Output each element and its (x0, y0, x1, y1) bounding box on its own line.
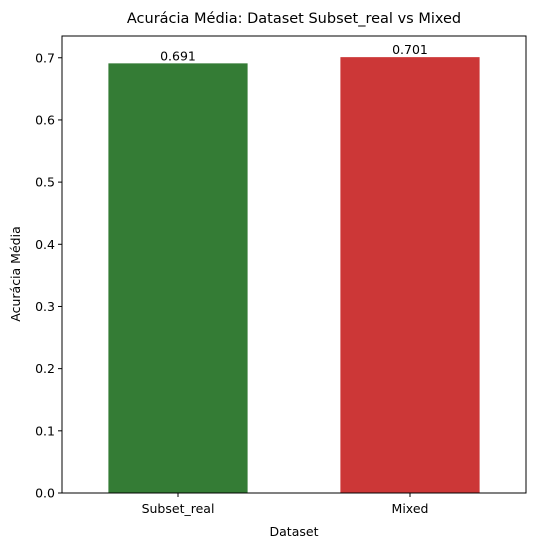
y-tick-label: 0.4 (35, 237, 55, 252)
y-axis-ticks: 0.0 0.1 0.2 0.3 0.4 0.5 0.6 0.7 (35, 50, 62, 501)
chart-title: Acurácia Média: Dataset Subset_real vs M… (127, 11, 461, 27)
y-tick-label: 0.5 (35, 175, 55, 190)
y-axis-label: Acurácia Média (8, 226, 23, 321)
bars-layer (108, 57, 480, 494)
y-tick-label: 0.3 (35, 299, 55, 314)
y-tick-label: 0.1 (35, 423, 55, 438)
y-tick-label: 0.0 (35, 486, 55, 501)
bar-mixed (340, 57, 480, 493)
x-tick-label: Mixed (392, 501, 429, 516)
x-tick-label: Subset_real (142, 501, 215, 516)
y-tick-label: 0.2 (35, 361, 55, 376)
bar-value-label: 0.701 (392, 42, 428, 57)
bar-value-label: 0.691 (160, 48, 196, 63)
bar-subset-real (108, 63, 248, 494)
y-tick-label: 0.6 (35, 112, 55, 127)
x-axis-ticks: Subset_real Mixed (142, 493, 429, 516)
x-axis-label: Dataset (270, 524, 319, 539)
y-tick-label: 0.7 (35, 50, 55, 65)
plot-frame (61, 35, 527, 494)
value-labels-layer: 0.691 0.701 (160, 42, 428, 63)
axes-layer (61, 35, 527, 494)
